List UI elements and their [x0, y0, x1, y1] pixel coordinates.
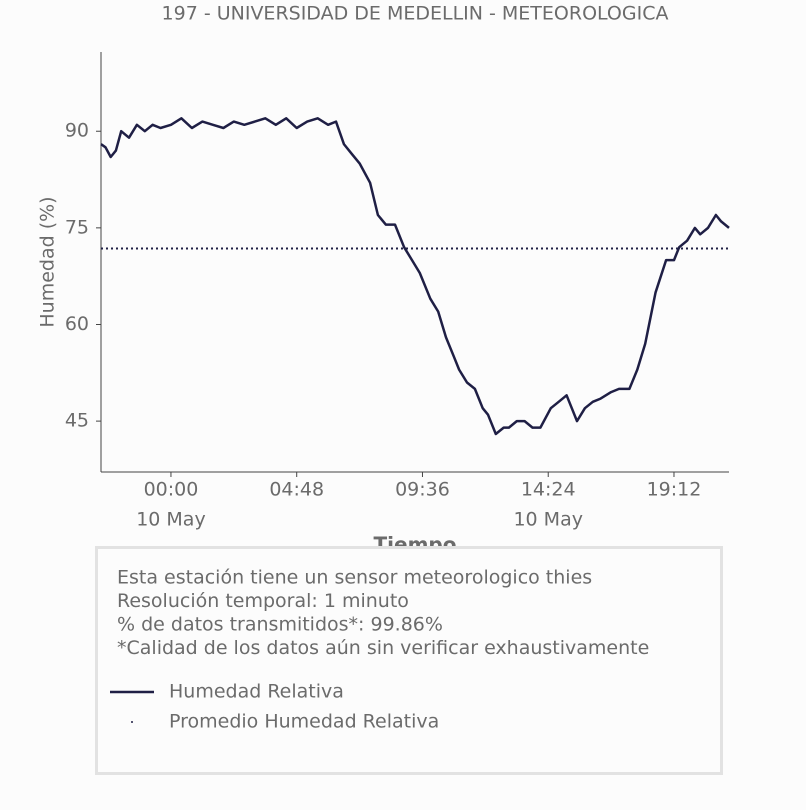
- x-tick-label: 04:48: [269, 479, 324, 501]
- x-tick-label: 09:36: [395, 479, 450, 501]
- x-tick-label: 00:00: [144, 479, 199, 501]
- x-date-label: 10 May: [136, 509, 206, 531]
- y-tick-label: 45: [65, 410, 89, 432]
- info-box: [95, 546, 723, 775]
- info-text: Esta estación tiene un sensor meteorolog…: [117, 567, 592, 589]
- legend-label: Promedio Humedad Relativa: [169, 711, 439, 733]
- humidity-line: [100, 117, 730, 436]
- y-tick-label: 75: [65, 216, 89, 238]
- y-tick-label: 90: [65, 120, 89, 142]
- legend-label: Humedad Relativa: [169, 681, 344, 703]
- info-text: % de datos transmitidos*: 99.86%: [117, 614, 443, 636]
- legend-dot: [131, 721, 133, 723]
- x-tick-label: 19:12: [647, 479, 702, 501]
- info-text: *Calidad de los datos aún sin verificar …: [117, 637, 649, 659]
- info-text: Resolución temporal: 1 minuto: [117, 590, 409, 612]
- x-tick-label: 14:24: [521, 479, 576, 501]
- y-axis-label: Humedad (%): [37, 196, 59, 327]
- x-date-label: 10 May: [513, 509, 583, 531]
- chart-title: 197 - UNIVERSIDAD DE MEDELLIN - METEOROL…: [162, 3, 669, 25]
- y-tick-label: 60: [65, 313, 89, 335]
